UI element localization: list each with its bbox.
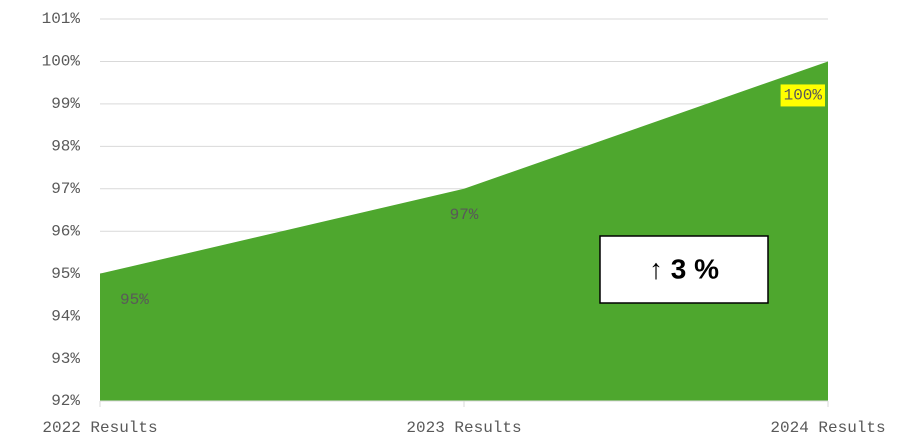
y-tick-label: 94% <box>51 307 80 325</box>
y-tick-label: 97% <box>51 180 80 198</box>
value-label: 95% <box>120 291 149 309</box>
y-tick-label: 96% <box>51 222 80 240</box>
annotation: ↑ 3 % <box>649 253 719 284</box>
x-tick-label: 2024 Results <box>770 419 885 437</box>
x-tick-label: 2022 Results <box>42 419 157 437</box>
y-tick-label: 101% <box>42 10 81 28</box>
y-tick-label: 98% <box>51 138 80 156</box>
annotation-box <box>599 235 769 304</box>
y-tick-label: 92% <box>51 392 80 410</box>
y-tick-label: 100% <box>42 53 81 71</box>
value-label: 97% <box>450 206 479 224</box>
area <box>100 61 828 401</box>
y-tick-label: 93% <box>51 350 80 368</box>
value-label: 100% <box>784 87 823 105</box>
value-label-highlight <box>780 84 825 107</box>
x-tick-label: 2023 Results <box>406 419 521 437</box>
y-tick-label: 95% <box>51 265 80 283</box>
plot-area <box>100 61 828 401</box>
y-tick-label: 99% <box>51 95 80 113</box>
